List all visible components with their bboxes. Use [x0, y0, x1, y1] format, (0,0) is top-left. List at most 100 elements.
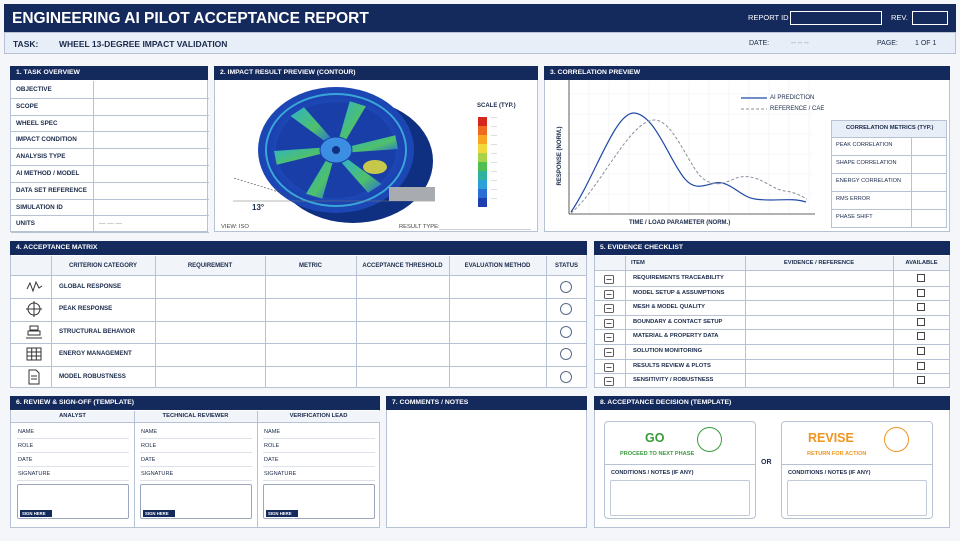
panel-header: 5. EVIDENCE CHECKLIST: [594, 241, 950, 255]
field-label: SIGNATURE: [18, 471, 51, 477]
task-label: TASK:: [13, 39, 39, 49]
criterion-label: GLOBAL RESPONSE: [59, 283, 122, 290]
status-indicator[interactable]: [560, 348, 572, 361]
metric-label: RMS ERROR: [836, 196, 871, 202]
column-header: ACCEPTANCE THRESHOLD: [362, 263, 443, 269]
report-id-field[interactable]: [790, 11, 882, 25]
metric-label: ENERGY CORRELATION: [836, 178, 902, 184]
decision-label: GO: [645, 431, 665, 445]
decision-option: REVISE RETURN FOR ACTION CONDITIONS / NOTE…: [781, 421, 933, 519]
sign-button[interactable]: SIGN HERE: [20, 510, 52, 523]
item-icon-part: [604, 348, 614, 357]
metrics-header: [832, 121, 946, 137]
conditions-box[interactable]: [787, 480, 927, 516]
item-icon-part: [604, 318, 614, 328]
or-label: OR: [761, 459, 772, 466]
task-bar: TASK: WHEEL 13-DEGREE IMPACT VALIDATION DA…: [4, 32, 956, 54]
sign-button[interactable]: SIGN HERE: [266, 510, 298, 523]
sign-button[interactable]: SIGN HERE: [143, 510, 175, 523]
checkbox[interactable]: [917, 376, 925, 385]
field-label: SCOPE: [16, 102, 39, 110]
rule: [11, 131, 209, 133]
column-header: METRIC: [299, 263, 322, 269]
item-label: MODEL SETUP & ASSUMPTIONS: [633, 289, 725, 296]
checkbox[interactable]: [917, 347, 925, 355]
item-icon-part: [604, 275, 614, 284]
item-icon: [603, 302, 615, 314]
panel: 4. ACCEPTANCE MATRIX CRITERION CATEGORY RE…: [10, 241, 587, 388]
panel-title: 7. COMMENTS / NOTES: [392, 399, 469, 406]
rule: [546, 256, 547, 388]
signature-box[interactable]: SIGN HERE: [140, 484, 252, 523]
sign-chevron: [292, 511, 296, 523]
rule: [625, 256, 626, 388]
rule: [595, 373, 949, 375]
wheel-contour-part: [478, 126, 487, 135]
panel-header: 4. ACCEPTANCE MATRIX: [10, 241, 587, 255]
signature-box[interactable]: SIGN HERE: [263, 484, 375, 523]
panel: 1. TASK OVERVIEW OBJECTIVE SCOPE WHEEL SPEC…: [10, 66, 209, 234]
rule: [832, 137, 946, 138]
signature-box[interactable]: SIGN HERE: [17, 484, 129, 523]
wheel-contour-part: [233, 177, 302, 200]
field-label: UNITS: [16, 220, 35, 228]
role-title: TECHNICAL REVIEWER: [162, 413, 229, 419]
item-icon: [603, 375, 615, 387]
rule: [11, 232, 209, 234]
item-icon-part: [604, 362, 614, 372]
correlation-plot-part: [570, 112, 807, 213]
field-label: DATA SET REFERENCE: [16, 186, 87, 194]
view-label: VIEW: ISO: [221, 224, 249, 230]
panel-title: 5. EVIDENCE CHECKLIST: [600, 244, 684, 251]
status-indicator[interactable]: [560, 303, 572, 316]
sign-chevron-part: [292, 518, 296, 523]
rule: [11, 215, 209, 217]
status-indicator[interactable]: [560, 370, 572, 383]
task-value: WHEEL 13-DEGREE IMPACT VALIDATION: [59, 39, 228, 49]
item-label: SOLUTION MONITORING: [633, 348, 703, 354]
panel: 6. REVIEW & SIGN-OFF (TEMPLATE) ANALYST NA…: [10, 396, 380, 528]
checkbox[interactable]: [917, 288, 925, 297]
decision-label: REVISE: [808, 431, 854, 445]
metric-label: SHAPE CORRELATION: [836, 160, 897, 166]
criterion-icon-part: [28, 369, 40, 385]
item-icon-part: [604, 304, 614, 314]
status-indicator[interactable]: [560, 281, 572, 293]
wheel-contour-part: [363, 160, 387, 174]
rule: [605, 464, 755, 465]
checkbox[interactable]: [917, 361, 925, 370]
rev-field[interactable]: [912, 11, 948, 25]
checkbox[interactable]: [917, 332, 925, 341]
checkbox[interactable]: [917, 303, 925, 312]
checkbox[interactable]: [917, 274, 925, 282]
wheel-contour-part: [478, 162, 487, 171]
checkbox[interactable]: [917, 317, 925, 326]
item-icon: [603, 361, 615, 372]
field-label: NAME: [264, 429, 281, 435]
field-label: NAME: [18, 429, 35, 435]
metrics-title: CORRELATION METRICS (TYP.): [846, 125, 934, 131]
panel: 5. EVIDENCE CHECKLIST ITEM EVIDENCE / REFE…: [594, 241, 950, 388]
legend-entry: REFERENCE / CAE: [770, 106, 825, 112]
page-value: 1 OF 1: [915, 40, 937, 47]
role-header: [11, 411, 134, 423]
wheel-contour-part: [478, 135, 487, 144]
rule: [263, 452, 375, 453]
status-indicator[interactable]: [560, 325, 572, 338]
scale-label: SCALE (TYP.): [477, 103, 516, 109]
criterion-icon-part: [26, 280, 43, 293]
rule: [17, 452, 129, 453]
field-label: SIGNATURE: [264, 471, 297, 477]
item-label: MATERIAL & PROPERTY DATA: [633, 333, 719, 340]
sign-button-label: SIGN HERE: [268, 510, 292, 516]
impact-angle: 13°: [252, 203, 265, 212]
item-icon-part: [604, 348, 614, 357]
conditions-box[interactable]: [610, 480, 750, 516]
rule: [93, 81, 94, 232]
decision-select[interactable]: [884, 427, 909, 452]
decision-select[interactable]: [697, 427, 722, 452]
correlation-plot-part: [570, 119, 808, 214]
field-label: WHEEL SPEC: [16, 119, 58, 127]
rule: [595, 358, 949, 360]
sign-chevron: [46, 511, 50, 523]
